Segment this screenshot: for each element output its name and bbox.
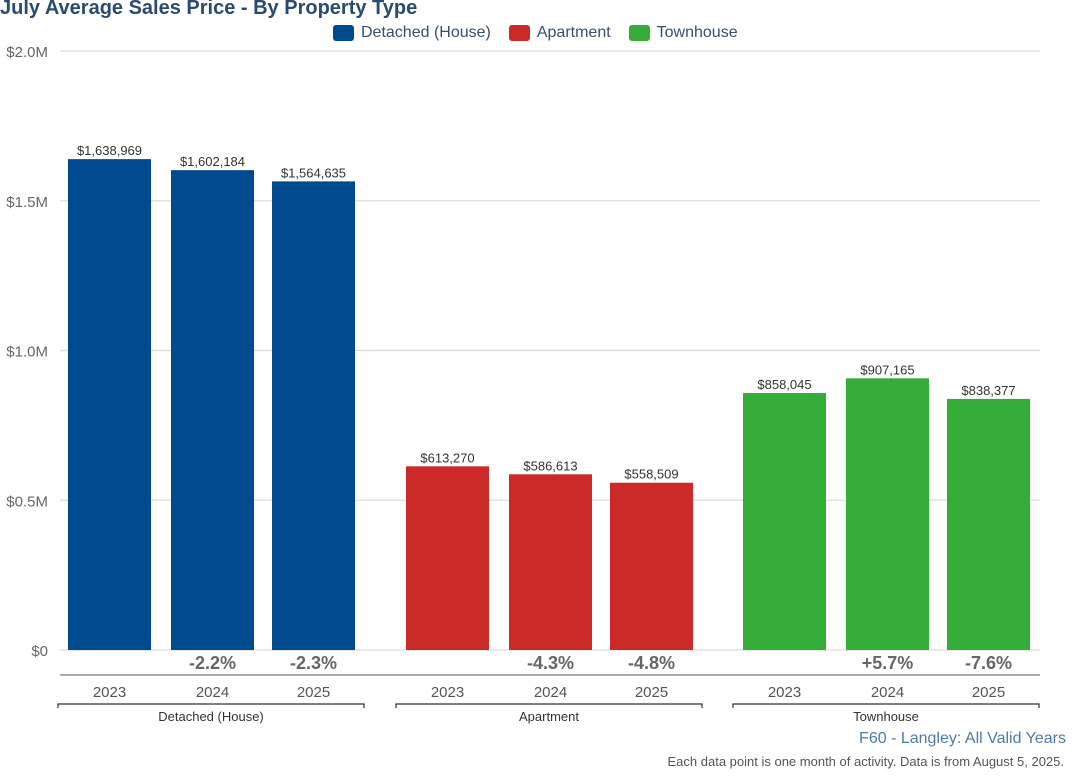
legend-item-apartment[interactable]: Apartment [508,24,611,42]
value-label: $613,270 [420,450,474,465]
y-tick-label: $2.0M [6,44,48,61]
legend-swatch-detached [333,25,354,41]
legend: Detached (House) Apartment Townhouse [333,24,756,42]
change-label: +5.7% [862,653,914,673]
legend-item-townhouse[interactable]: Townhouse [628,24,738,42]
change-label: -2.2% [189,653,236,673]
x-tick-label: 2023 [431,684,464,701]
change-label: -4.3% [527,653,574,673]
x-tick-label: 2025 [972,684,1005,701]
bars [68,159,1030,651]
y-tick-label: $1.5M [6,194,48,211]
y-tick-label: $0 [31,643,48,660]
bar-townhouse-2025[interactable] [947,398,1030,650]
chart-title: July Average Sales Price - By Property T… [0,0,418,19]
value-label: $1,638,969 [77,143,142,158]
source-label: F60 - Langley: All Valid Years [859,730,1066,747]
x-tick-label: 2025 [635,684,668,701]
value-label: $558,509 [624,467,678,482]
y-tick-label: $0.5M [6,493,48,510]
group-bracket [395,703,703,708]
bar-townhouse-2023[interactable] [743,393,826,650]
y-tick-label: $1.0M [6,344,48,361]
legend-item-detached[interactable]: Detached (House) [333,24,491,42]
bar-townhouse-2024[interactable] [846,378,929,650]
value-label: $838,377 [961,383,1015,398]
x-tick-label: 2023 [93,684,126,701]
group-label: Townhouse [853,709,919,724]
change-label: -2.3% [290,653,337,673]
bar-detached-house-2025[interactable] [272,181,355,650]
x-tick-label: 2023 [768,684,801,701]
x-tick-label: 2024 [871,684,904,701]
bar-apartment-2025[interactable] [610,482,693,650]
group-label: Detached (House) [158,709,264,724]
group-bracket [57,703,365,708]
x-axis: 2023 2024 2025 Detached (House) 2023 2024 2025… [57,674,1040,724]
bar-apartment-2024[interactable] [509,474,592,650]
bar-apartment-2023[interactable] [406,466,489,650]
value-label: $1,564,635 [281,165,346,180]
footnote: Each data point is one month of activity… [667,754,1064,769]
group-label: Apartment [519,709,579,724]
bar-detached-house-2023[interactable] [68,159,151,650]
legend-swatch-apartment [508,25,530,41]
legend-swatch-townhouse [628,25,650,41]
value-label: $858,045 [757,377,811,392]
x-tick-label: 2024 [534,684,567,701]
legend-label-townhouse: Townhouse [656,24,738,41]
data-labels: $1,638,969 $1,602,184 -2.2% $1,564,635 -2.3%… [77,143,1016,673]
value-label: $907,165 [860,362,914,377]
group-bracket [732,703,1040,708]
x-tick-label: 2025 [297,684,330,701]
change-label: -4.8% [628,653,675,673]
x-tick-label: 2024 [196,684,229,701]
y-axis-ticks: $0 $0.5M $1.0M $1.5M $2.0M [6,44,48,660]
change-label: -7.6% [965,653,1012,673]
legend-label-detached: Detached (House) [361,24,491,41]
value-label: $586,613 [523,458,577,473]
value-label: $1,602,184 [180,154,245,169]
bar-detached-house-2024[interactable] [171,170,254,651]
legend-label-apartment: Apartment [536,24,611,41]
